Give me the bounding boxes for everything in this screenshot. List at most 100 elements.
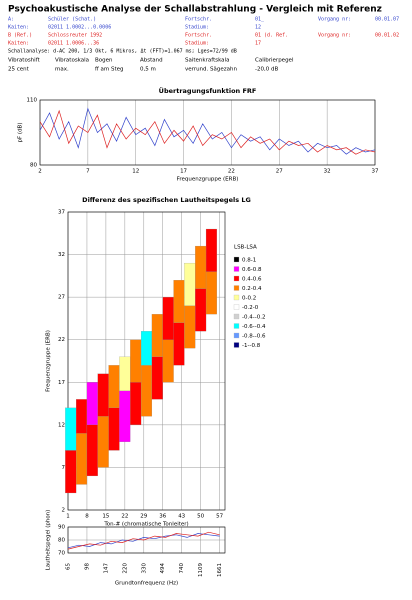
- y-tick-label: 110: [27, 98, 38, 104]
- series-line: [67, 531, 220, 550]
- table-value: verrund. Sägezahn: [185, 67, 238, 73]
- x-tick-label: 98: [84, 563, 90, 570]
- y-tick-label: 2: [62, 508, 66, 514]
- legend-label: 0.6-0.8: [242, 267, 262, 273]
- legend-swatch: [233, 285, 240, 291]
- header-field: Fortschr.: [185, 33, 212, 39]
- y-tick-label: 90: [58, 525, 65, 531]
- header-field: Schüler (Schat.): [48, 17, 96, 23]
- legend-swatch: [233, 342, 240, 348]
- table-header: Calibrierpegel: [255, 58, 294, 64]
- header-field: 02011 1.0002...0.0006: [48, 25, 111, 31]
- legend-label: -1--0.8: [242, 343, 261, 349]
- header-field: A:: [8, 17, 14, 23]
- heat-cell: [76, 399, 88, 434]
- heat-cell: [97, 416, 109, 468]
- heat-cell: [205, 271, 217, 315]
- x-tick-label: 43: [178, 514, 185, 520]
- heat-cell: [130, 339, 142, 383]
- chart-title: Differenz des spezifischen Lautheitspege…: [82, 196, 251, 204]
- heat-cell: [97, 373, 109, 417]
- table-header: Saitenkraftskala: [185, 58, 229, 64]
- header-field: Kaiten:: [8, 41, 29, 47]
- heat-cell: [86, 382, 98, 425]
- header-field: Stadium:: [185, 25, 209, 31]
- x-tick-label: 17: [180, 169, 187, 175]
- x-tick-label: 65: [66, 563, 72, 570]
- header-field: Fortschr.: [185, 17, 212, 23]
- series-line: [67, 533, 220, 549]
- x-tick-label: 8: [85, 514, 89, 520]
- table-value: ff am Steg: [95, 67, 124, 73]
- analysis-info: Schallanalyse: d-AC 200, 1/3 Okt, 6 Mikr…: [8, 49, 237, 55]
- x-tick-label: 1: [66, 514, 70, 520]
- heat-cell: [65, 407, 77, 451]
- header-field: 01_: [255, 17, 265, 23]
- x-tick-label: 57: [216, 514, 223, 520]
- y-tick-label: 80: [30, 163, 37, 169]
- heat-cell: [151, 356, 163, 400]
- legend-swatch: [233, 294, 240, 301]
- legend-label: 0.8-1: [242, 258, 256, 264]
- legend-label: 0.2-0.4: [242, 286, 262, 292]
- page-title: Psychoakustische Analyse der Schallabstr…: [8, 5, 382, 15]
- x-tick-label: 1109: [198, 563, 204, 577]
- y-axis-label: pF (dB): [18, 123, 24, 143]
- y-tick-label: 32: [58, 252, 65, 258]
- legend-swatch: [233, 332, 240, 339]
- x-tick-label: 147: [103, 563, 109, 574]
- x-axis-label: Grundtonfrequenz (Hz): [115, 581, 178, 587]
- heat-cell: [184, 262, 196, 306]
- heat-cell: [119, 390, 131, 442]
- header-field: 01 (d. Ref.: [255, 33, 288, 39]
- y-tick-label: 17: [58, 380, 65, 386]
- table-value: max.: [55, 67, 69, 73]
- header-field: Schlossreuter 1992: [48, 33, 102, 39]
- legend-label: -0.6--0.4: [242, 324, 266, 330]
- heat-cell: [205, 228, 217, 272]
- series-line: [39, 109, 376, 155]
- x-tick-label: 220: [122, 563, 128, 574]
- header-field: Vorgang nr:: [318, 17, 351, 23]
- table-header: Abstand: [140, 58, 163, 64]
- y-tick-label: 12: [58, 422, 65, 428]
- header-field: 00.01.07: [375, 17, 399, 23]
- heat-cell: [86, 424, 98, 477]
- heat-cell: [195, 288, 207, 332]
- legend-label: -0.4--0.2: [242, 315, 265, 321]
- x-tick-label: 7: [86, 169, 90, 175]
- table-value: 0,5 m: [140, 67, 156, 73]
- header-field: 12: [255, 25, 261, 31]
- y-tick-label: 7: [62, 465, 66, 471]
- table-header: Vibratoshift: [8, 58, 41, 64]
- legend-swatch: [233, 266, 240, 272]
- heat-cell: [108, 407, 120, 451]
- heat-cell: [195, 245, 207, 289]
- header-field: Kaiten:: [8, 25, 29, 31]
- x-axis-label: Frequenzgruppe (ERB): [177, 177, 239, 183]
- x-tick-label: 37: [372, 169, 379, 175]
- y-tick-label: 37: [58, 210, 65, 216]
- x-tick-label: 50: [197, 514, 204, 520]
- legend-swatch: [233, 256, 240, 263]
- x-tick-label: 740: [179, 563, 185, 574]
- x-tick-label: 12: [132, 169, 139, 175]
- header-field: 02011 1.0006...36: [48, 41, 99, 47]
- heat-cell: [140, 331, 153, 366]
- header-field: B (Ref.): [8, 33, 32, 39]
- x-tick-label: 330: [141, 563, 147, 574]
- heat-cell: [76, 433, 88, 485]
- legend-label: -0.8--0.6: [242, 334, 266, 340]
- plot-frame: [39, 99, 376, 166]
- table-value: 25 cent: [8, 67, 30, 73]
- x-tick-label: 1661: [217, 563, 223, 577]
- x-tick-label: 29: [140, 514, 147, 520]
- x-tick-label: 494: [160, 563, 166, 574]
- y-tick-label: 70: [58, 551, 65, 557]
- heat-cell: [173, 322, 185, 366]
- heat-cell: [184, 305, 196, 349]
- x-tick-label: 2: [38, 169, 42, 175]
- legend-label: 0.4-0.6: [242, 277, 262, 283]
- y-tick-label: 80: [58, 538, 65, 544]
